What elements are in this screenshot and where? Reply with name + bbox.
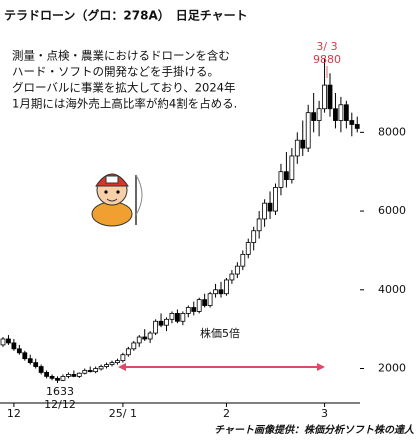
candle-body <box>16 348 22 354</box>
candle-body <box>98 366 104 370</box>
note-line: グローバルに事業を拡大しており、2024年 <box>12 81 236 95</box>
x-tick-label: 12 <box>7 407 21 420</box>
y-tick-label: 6000 <box>378 204 406 217</box>
candle-body <box>185 307 191 314</box>
x-tick-label: 3 <box>321 407 328 420</box>
candle-body <box>120 354 126 362</box>
candle-body <box>343 104 349 121</box>
candle-body <box>245 242 251 255</box>
candle-body <box>27 358 33 364</box>
candle-body <box>322 84 327 110</box>
candle-body <box>305 112 311 149</box>
annotation: 株価5倍 <box>200 326 240 340</box>
x-tick-label: 2 <box>223 407 230 420</box>
candle-body <box>109 362 115 365</box>
candle-body <box>71 374 77 377</box>
note-line: ハード・ソフトの開発などを手掛ける。 <box>12 65 219 79</box>
candle-body <box>87 370 93 373</box>
candle-body <box>153 320 159 334</box>
candle-body <box>349 120 355 125</box>
annotation: 1633 <box>46 385 74 398</box>
candle-body <box>327 84 333 110</box>
y-tick-label: 2000 <box>378 362 406 375</box>
candle-body <box>82 370 88 374</box>
arrow-head <box>317 363 325 371</box>
candle-body <box>164 318 169 326</box>
candle-body <box>224 279 229 295</box>
candle-body <box>93 368 99 373</box>
mascot <box>91 173 143 227</box>
candle-body <box>207 293 213 306</box>
note-line: 測量・点検・農業におけるドローンを含む <box>12 49 230 63</box>
candle-body <box>218 289 224 295</box>
candle-body <box>11 342 17 350</box>
candle-body <box>278 171 284 188</box>
candle-body <box>256 218 262 232</box>
candle-body <box>191 307 197 312</box>
candle-body <box>180 313 186 322</box>
candle-body <box>44 372 49 377</box>
candle-body <box>338 104 344 121</box>
candle-body <box>251 230 257 243</box>
candle-body <box>202 299 208 306</box>
candle-body <box>104 364 109 367</box>
candle-body <box>267 202 273 212</box>
candle-body <box>38 366 44 373</box>
candle-body <box>196 299 202 312</box>
candle-body <box>311 112 317 121</box>
y-tick-label: 8000 <box>378 125 406 138</box>
candle-body <box>169 313 175 320</box>
candle-body <box>234 265 240 275</box>
candle-body <box>333 108 338 121</box>
x-tick-label: 25/ 1 <box>109 407 137 420</box>
candle-body <box>147 332 153 340</box>
candle-body <box>354 124 360 129</box>
annotation: 12/12 <box>44 398 76 411</box>
candle-body <box>22 352 28 360</box>
candle-body <box>262 202 268 220</box>
candle-body <box>136 336 142 344</box>
candle-body <box>55 377 60 381</box>
chart-title: テラドローン（グロ：278A） 日足チャート <box>4 8 248 23</box>
candle-body <box>60 375 66 381</box>
candle-body <box>316 108 322 121</box>
candle-body <box>273 187 278 212</box>
candle-body <box>125 348 131 356</box>
candle-body <box>289 155 295 180</box>
note-line: 1月期には海外売上高比率が約4割を占める. <box>12 97 237 111</box>
credit: チャート画像提供：株価分析ソフト株の達人 <box>214 424 415 436</box>
candle-body <box>283 171 289 180</box>
candle-body <box>174 313 180 322</box>
candle-body <box>115 360 120 364</box>
candle-body <box>6 338 11 344</box>
candle-body <box>229 273 235 281</box>
candle-body <box>131 342 137 350</box>
candle-body <box>294 139 300 157</box>
candle-body <box>142 336 148 340</box>
candle-body <box>0 338 6 346</box>
y-tick-label: 4000 <box>378 283 406 296</box>
candle-body <box>49 375 55 379</box>
candle-body <box>76 372 82 377</box>
candle-body <box>213 289 218 295</box>
annotation: 3/ 3 <box>316 40 337 53</box>
candle-body <box>158 320 164 326</box>
candle-body <box>66 374 71 377</box>
candle-body <box>240 253 246 267</box>
arrow-head <box>118 363 126 371</box>
candle-body <box>33 362 39 367</box>
annotation: 9880 <box>313 53 341 66</box>
candle-body <box>300 139 306 149</box>
